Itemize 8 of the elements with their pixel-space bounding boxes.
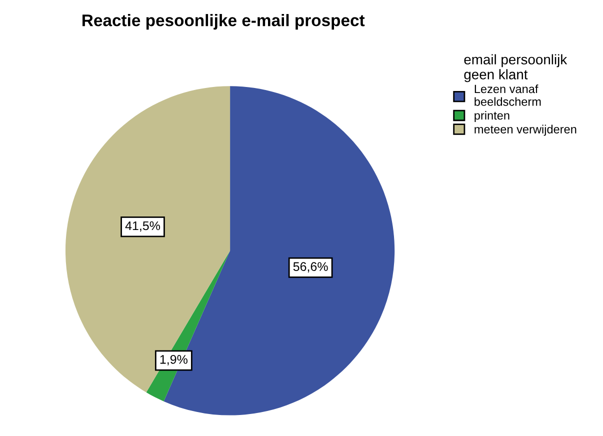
legend-label: printen	[474, 110, 510, 122]
data-label: 56,6%	[293, 262, 328, 272]
chart-title: Reactie pesoonlijke e-mail prospect	[82, 14, 365, 30]
legend-label: meteen verwijderen	[474, 124, 576, 136]
legend-title: email persoonlijk geen klant	[464, 54, 568, 82]
data-label: 1,9%	[160, 355, 188, 366]
data-label: 41,5%	[125, 221, 160, 232]
pie-slice	[65, 86, 230, 392]
